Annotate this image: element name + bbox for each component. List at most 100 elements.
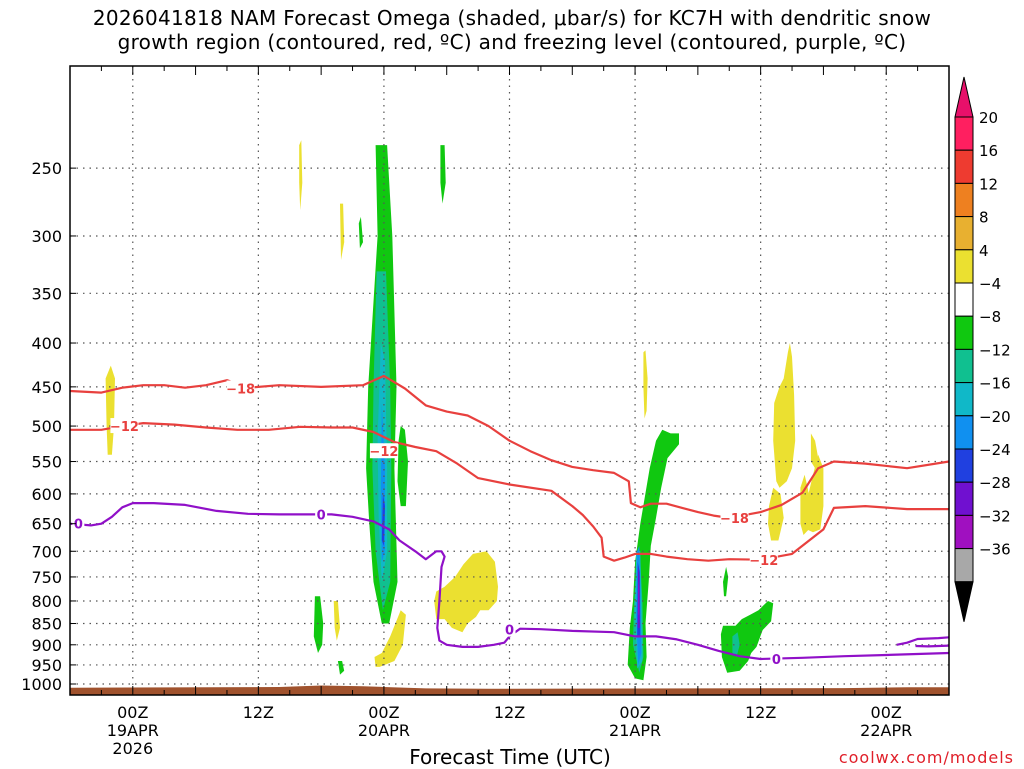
chart-title: 2026041818 NAM Forecast Omega (shaded, μ… [0, 6, 1024, 54]
contour-line-3 [896, 636, 950, 646]
y-tick-label: 300 [31, 227, 62, 246]
plot-frame [69, 65, 950, 696]
contour-label: 0 [505, 624, 514, 639]
y-tick-label: 550 [31, 453, 62, 472]
omega-region-2 [440, 145, 446, 204]
x-axis-title: Forecast Time (UTC) [409, 745, 611, 769]
contour-label: −12 [110, 420, 139, 435]
y-tick-label: 950 [31, 656, 62, 675]
contour-labels: −18 −12 0 −12 0 0 −18 −12 0 [72, 380, 783, 668]
colorbar: 20 16 12 8 4 −4 −8 −12 −16 −20 −24 −28 −32 −36 [954, 76, 1011, 622]
contour-label-bg [226, 380, 255, 396]
colorbar-label: 12 [979, 175, 998, 193]
colorbar-swatch [954, 216, 974, 251]
colorbar-swatch [954, 481, 974, 516]
y-tick-label: 750 [31, 568, 62, 587]
x-tick-label: 22APR [860, 721, 912, 740]
x-tick-label: 12Z [243, 703, 274, 722]
source-credit: coolwx.com/models [838, 748, 1014, 767]
omega-region-31 [810, 433, 819, 469]
y-tick-label: 850 [31, 615, 62, 634]
x-tick-label: 00Z [368, 703, 399, 722]
colorbar-top-arrow [954, 76, 974, 118]
contour-label: −12 [369, 445, 398, 460]
chart-title-line-2: growth region (contoured, red, ºC) and f… [117, 30, 907, 54]
omega-region-28 [768, 487, 784, 541]
omega-region-20 [105, 365, 115, 455]
y-tick-label: 900 [31, 636, 62, 655]
y-tick-label: 350 [31, 284, 62, 303]
contour-label-bg [503, 621, 516, 637]
colorbar-label: 8 [979, 209, 989, 227]
colorbar-label: 4 [979, 242, 989, 260]
contour-label-bg [749, 552, 778, 568]
contour-label: −12 [749, 554, 778, 569]
omega-region-24 [374, 610, 406, 667]
x-tick-label: 00Z [619, 703, 650, 722]
y-tick-label: 250 [31, 159, 62, 178]
x-tick-label: 20APR [358, 721, 410, 740]
colorbar-bottom-arrow [954, 581, 974, 622]
colorbar-label: −28 [979, 474, 1011, 492]
x-tick-label: 00Z [871, 703, 902, 722]
omega-region-19 [638, 581, 640, 615]
colorbar-label: −24 [979, 441, 1011, 459]
contour-label: 0 [317, 508, 326, 523]
omega-region-21 [299, 140, 303, 211]
x-tick-label: 2026 [112, 739, 153, 758]
x-tick-label: 21APR [609, 721, 661, 740]
y-tick-label: 1000 [21, 675, 62, 694]
colorbar-label: −36 [979, 541, 1011, 559]
colorbar-swatch [954, 548, 974, 583]
omega-region-8 [337, 661, 345, 675]
colorbar-swatch [954, 182, 974, 218]
colorbar-swatch [954, 382, 974, 417]
contour-label: 0 [74, 518, 83, 533]
omega-region-11 [732, 632, 740, 657]
contour-label: −18 [226, 383, 255, 398]
omega-region-16 [381, 493, 385, 546]
chart-title-line-1: 2026041818 NAM Forecast Omega (shaded, μ… [92, 6, 932, 30]
omega-region-6 [720, 601, 774, 673]
contour-label-bg [369, 443, 398, 459]
colorbar-label: −4 [979, 275, 1001, 293]
x-tick-label: 12Z [745, 703, 776, 722]
colorbar-label: −8 [979, 308, 1001, 326]
colorbar-swatch [954, 415, 974, 450]
y-tick-label: 700 [31, 542, 62, 561]
grid [70, 66, 949, 695]
omega-region-26 [643, 350, 648, 419]
x-tick-label: 00Z [117, 703, 148, 722]
y-tick-label: 800 [31, 592, 62, 611]
contour-label-bg [720, 509, 749, 525]
colorbar-label: 16 [979, 142, 998, 160]
colorbar-label: −32 [979, 507, 1011, 525]
colorbar-swatch [954, 514, 974, 550]
omega-region-25 [434, 551, 498, 633]
colorbar-swatch [954, 348, 974, 384]
contour-line-0 [69, 374, 950, 520]
y-tick-label: 650 [31, 515, 62, 534]
omega-region-22 [340, 203, 345, 260]
colorbar-swatch [954, 448, 974, 483]
colorbar-swatch [954, 315, 974, 350]
contour-label-bg [110, 418, 139, 434]
contour-label-bg [315, 506, 328, 522]
colorbar-swatch [954, 282, 974, 317]
omega-region-23 [333, 601, 340, 641]
contour-label: −18 [720, 512, 749, 527]
y-tick-label: 450 [31, 378, 62, 397]
colorbar-label: −20 [979, 408, 1011, 426]
omega-region-1 [397, 426, 408, 507]
x-tick-label: 19APR [107, 721, 159, 740]
x-tick-label: 12Z [494, 703, 525, 722]
y-tick-label: 400 [31, 334, 62, 353]
colorbar-label: −16 [979, 375, 1011, 393]
contour-label-bg [770, 650, 783, 666]
y-tick-label: 500 [31, 417, 62, 436]
contour-line-2 [69, 502, 950, 661]
omega-region-5 [723, 566, 729, 597]
y-axis: 250 300 350 400 450 500 550 600 650 700 750 800 850 9… [21, 159, 76, 694]
